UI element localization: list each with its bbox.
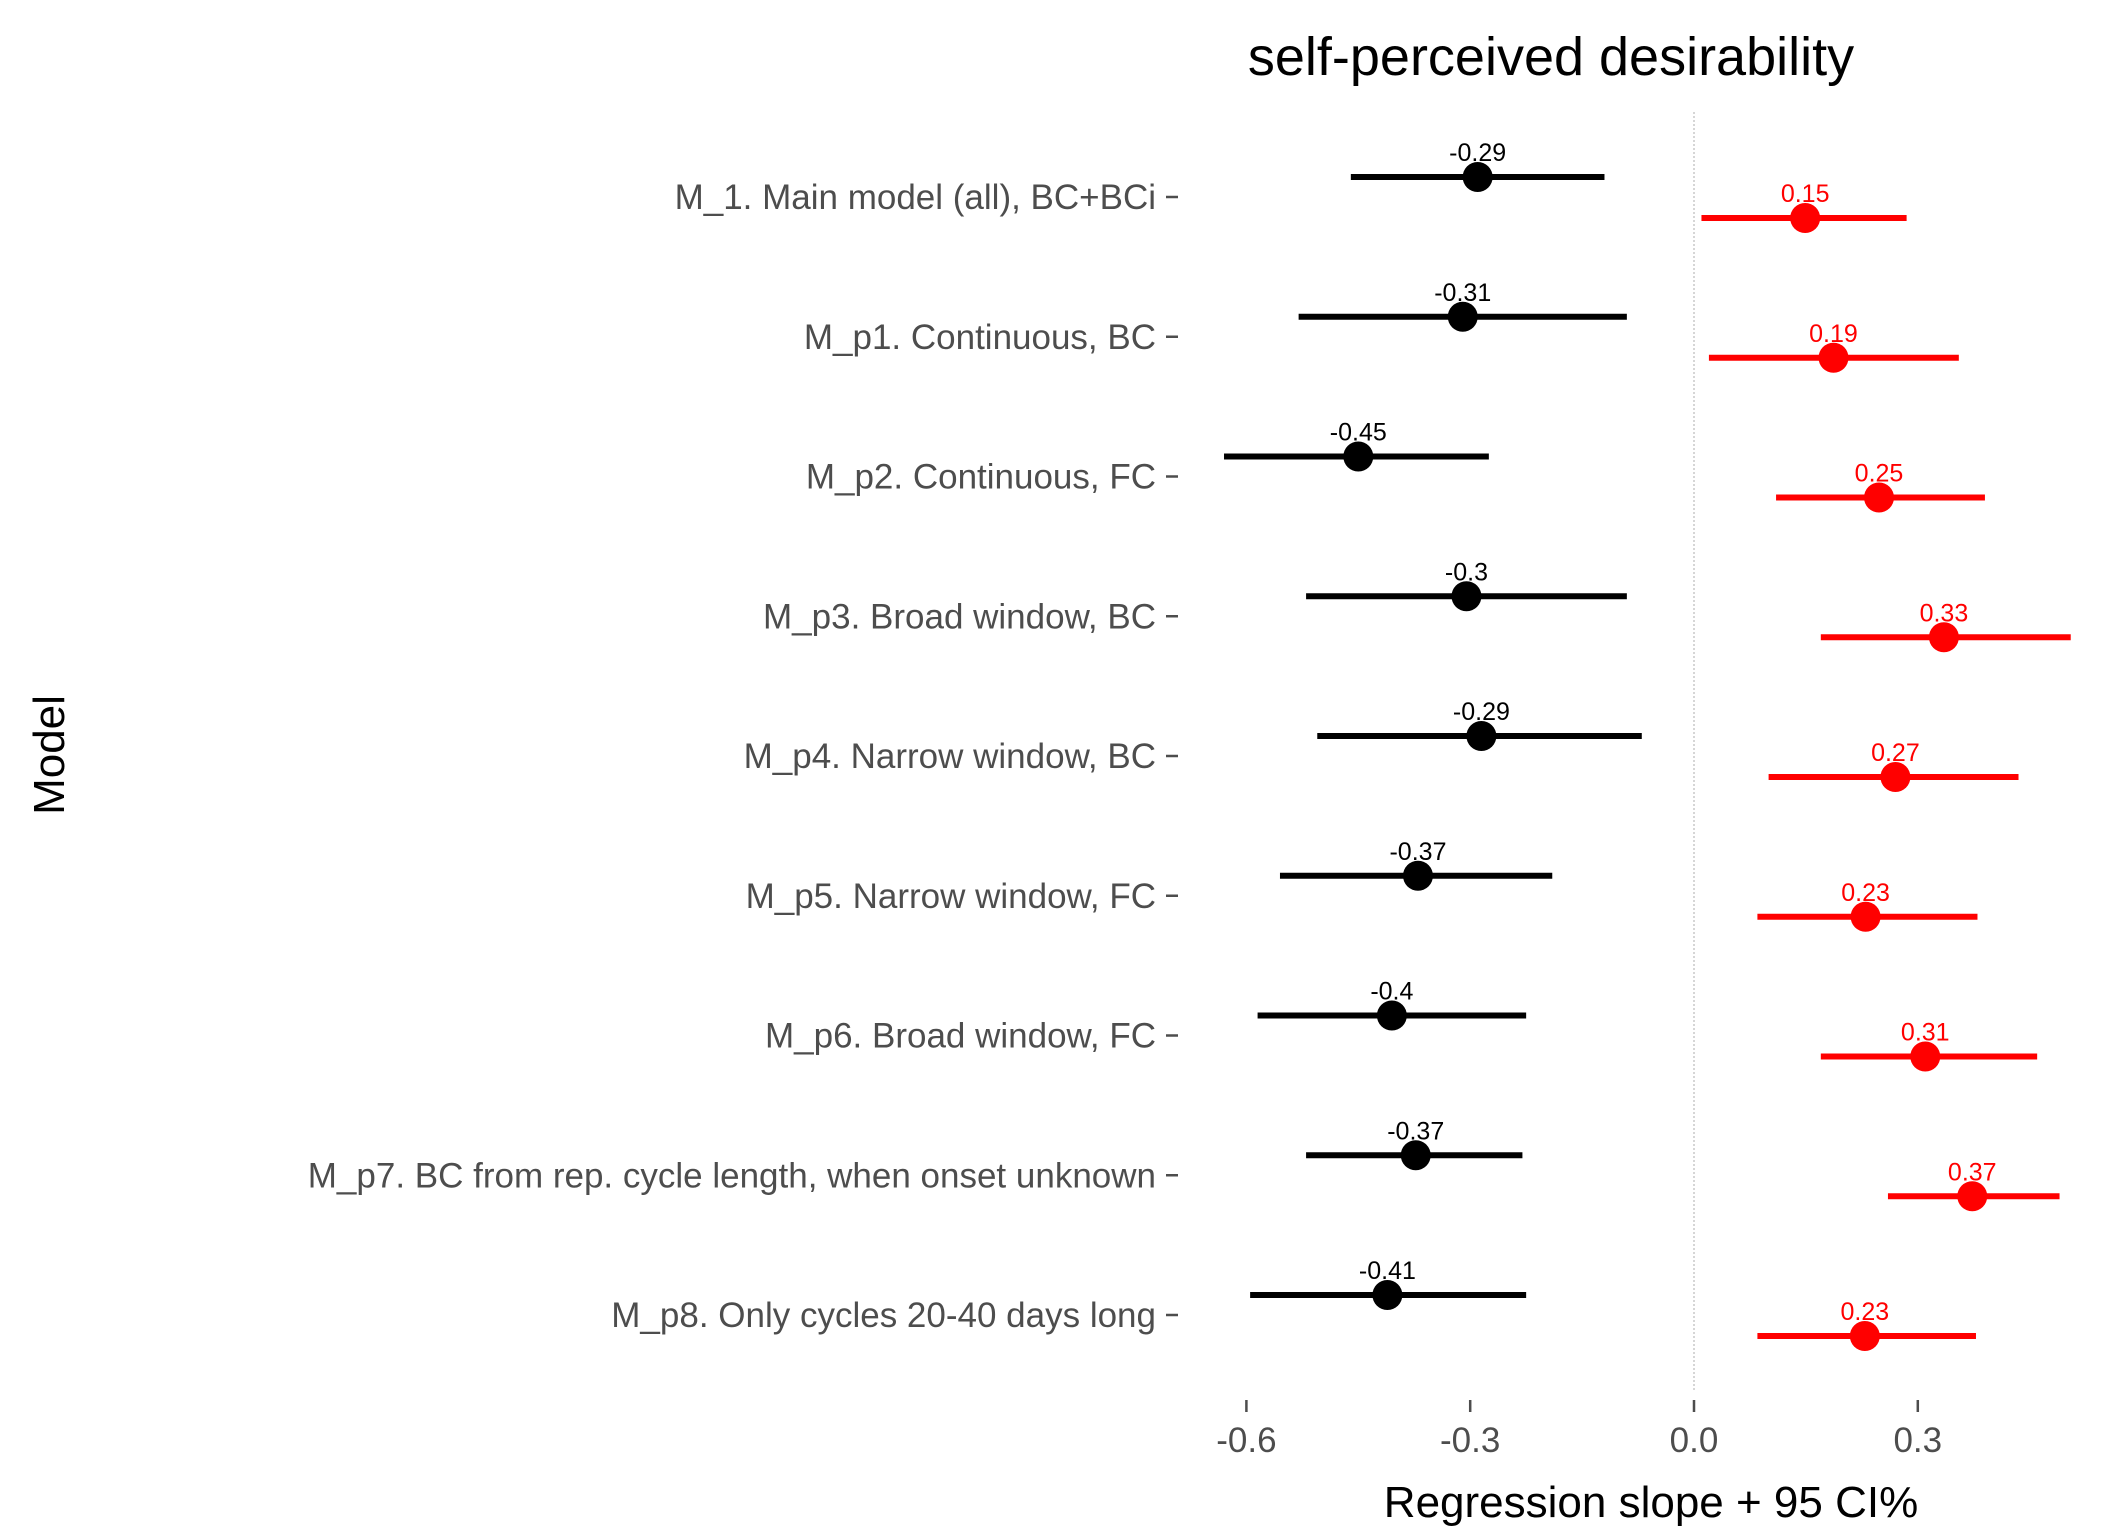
y-tick-label: M_p6. Broad window, FC bbox=[765, 1017, 1156, 1056]
estimate-point bbox=[1402, 860, 1433, 891]
estimate-label: 0.25 bbox=[1855, 460, 1904, 488]
estimate-point bbox=[1957, 1181, 1988, 1212]
y-axis: M_1. Main model (all), BC+BCi M_p1. Conti… bbox=[308, 178, 1178, 1335]
estimate-label: 0.23 bbox=[1841, 879, 1890, 907]
x-tick-label: -0.6 bbox=[1216, 1421, 1276, 1460]
y-tick-label: M_p1. Continuous, BC bbox=[804, 318, 1156, 357]
estimate-point bbox=[1849, 1321, 1880, 1351]
estimate-point bbox=[1880, 762, 1911, 792]
estimate-label: 0.31 bbox=[1901, 1019, 1950, 1047]
estimate-label: -0.37 bbox=[1387, 1117, 1444, 1145]
estimate-point bbox=[1818, 342, 1849, 373]
estimate-point bbox=[1447, 301, 1478, 332]
estimate-point bbox=[1910, 1041, 1941, 1072]
series-1: 0.15 0.19 0.25 0.33 0.27 0.23 0.31 0.37 0.23 bbox=[1701, 180, 2071, 1351]
estimate-label: 0.15 bbox=[1781, 180, 1830, 208]
estimate-label: -0.29 bbox=[1453, 698, 1510, 726]
estimate-label: -0.29 bbox=[1449, 139, 1506, 167]
estimate-label: 0.27 bbox=[1871, 739, 1920, 767]
estimate-point bbox=[1400, 1140, 1431, 1171]
estimate-label: 0.19 bbox=[1809, 320, 1858, 348]
y-tick-label: M_p7. BC from rep. cycle length, when on… bbox=[308, 1156, 1156, 1195]
estimate-label: -0.41 bbox=[1359, 1257, 1416, 1285]
estimate-label: -0.31 bbox=[1434, 279, 1491, 307]
estimate-label: -0.4 bbox=[1370, 978, 1413, 1006]
y-axis-title: Model bbox=[25, 695, 74, 815]
x-tick-label: 0.3 bbox=[1893, 1421, 1942, 1460]
estimate-point bbox=[1462, 162, 1493, 192]
y-tick-label: M_p4. Narrow window, BC bbox=[744, 737, 1156, 776]
estimate-point bbox=[1372, 1280, 1403, 1310]
x-tick-label: -0.3 bbox=[1440, 1421, 1500, 1460]
y-tick-label: M_p5. Narrow window, FC bbox=[746, 877, 1156, 916]
estimate-point bbox=[1451, 581, 1482, 612]
estimate-point bbox=[1466, 721, 1497, 751]
estimate-point bbox=[1376, 1000, 1407, 1031]
estimate-point bbox=[1343, 441, 1374, 472]
estimate-label: 0.23 bbox=[1840, 1298, 1889, 1326]
estimate-label: 0.37 bbox=[1948, 1158, 1997, 1186]
estimate-point bbox=[1928, 622, 1959, 653]
y-tick-label: M_p2. Continuous, FC bbox=[806, 458, 1156, 497]
y-tick-label: M_p8. Only cycles 20-40 days long bbox=[611, 1296, 1156, 1335]
estimate-label: -0.3 bbox=[1445, 558, 1488, 586]
series-layer: -0.29 -0.31 -0.45 -0.3 -0.29 -0.37 -0.4 -0.37 -0… bbox=[1224, 139, 2071, 1351]
chart-title: self-perceived desirability bbox=[1248, 27, 1854, 87]
y-tick-label: M_p3. Broad window, BC bbox=[763, 597, 1156, 636]
y-tick-label: M_1. Main model (all), BC+BCi bbox=[675, 178, 1156, 217]
x-tick-label: 0.0 bbox=[1670, 1421, 1719, 1460]
x-axis-title: Regression slope + 95 CI% bbox=[1384, 1478, 1918, 1527]
estimate-point bbox=[1864, 482, 1895, 513]
estimate-point bbox=[1790, 203, 1821, 233]
series-0: -0.29 -0.31 -0.45 -0.3 -0.29 -0.37 -0.4 -0.37 -0… bbox=[1224, 139, 1642, 1310]
x-axis: -0.6 -0.3 0.0 0.3 bbox=[1216, 1400, 1942, 1460]
estimate-point bbox=[1850, 901, 1881, 932]
estimate-label: -0.37 bbox=[1389, 838, 1446, 866]
estimate-label: -0.45 bbox=[1330, 419, 1387, 447]
estimate-label: 0.33 bbox=[1920, 599, 1969, 627]
